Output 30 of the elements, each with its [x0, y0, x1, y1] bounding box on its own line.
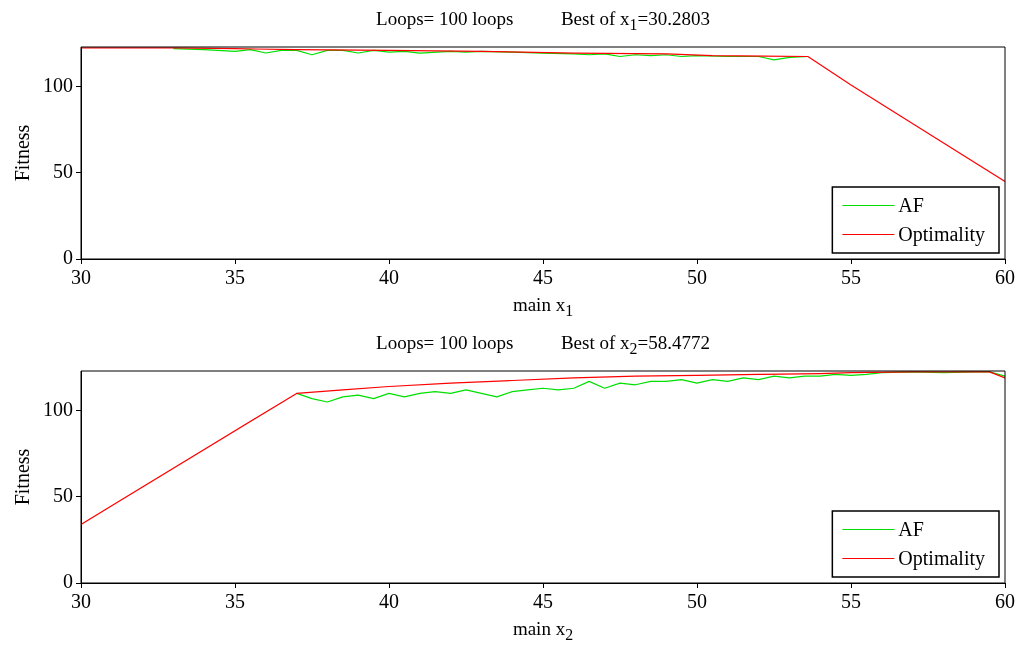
chart-title: Loops= 100 loops Best of x$_{2}$=58.4772 [375, 332, 711, 357]
x-tick-label: 50 [687, 266, 707, 289]
x-tick-label: 30 [71, 590, 91, 613]
y-tick-label: 0 [63, 570, 73, 593]
x-tick-label: 40 [379, 590, 399, 613]
legend-label: Optimality [898, 546, 986, 570]
x-tick-label: 45 [533, 590, 553, 613]
y-tick-label: 50 [53, 160, 73, 183]
chart-title: Loops= 100 loops Best of x$_{1}$=30.2803 [375, 8, 711, 33]
y-tick-label: 0 [63, 246, 73, 269]
x-tick-label: 60 [995, 590, 1015, 613]
x-tick-label: 35 [225, 590, 245, 613]
legend-label: AF [898, 517, 924, 540]
x-tick-label: 30 [71, 266, 91, 289]
x-tick-label: 50 [687, 590, 707, 613]
x-tick-label: 55 [841, 266, 861, 289]
y-axis-title: Fitness [11, 124, 34, 182]
x-tick-label: 40 [379, 266, 399, 289]
x-tick-label: 35 [225, 266, 245, 289]
y-tick-label: 100 [43, 397, 73, 420]
x-axis-title: main x$_{2}$ [511, 618, 575, 645]
y-tick-label: 100 [43, 73, 73, 96]
x-tick-label: 45 [533, 266, 553, 289]
x-tick-label: 55 [841, 590, 861, 613]
x-axis-title: main x$_{1}$ [511, 294, 575, 321]
y-axis-title: Fitness [11, 448, 34, 506]
legend-label: Optimality [898, 222, 986, 246]
x-tick-label: 60 [995, 266, 1015, 289]
y-tick-label: 50 [53, 484, 73, 507]
legend-label: AF [898, 193, 924, 216]
